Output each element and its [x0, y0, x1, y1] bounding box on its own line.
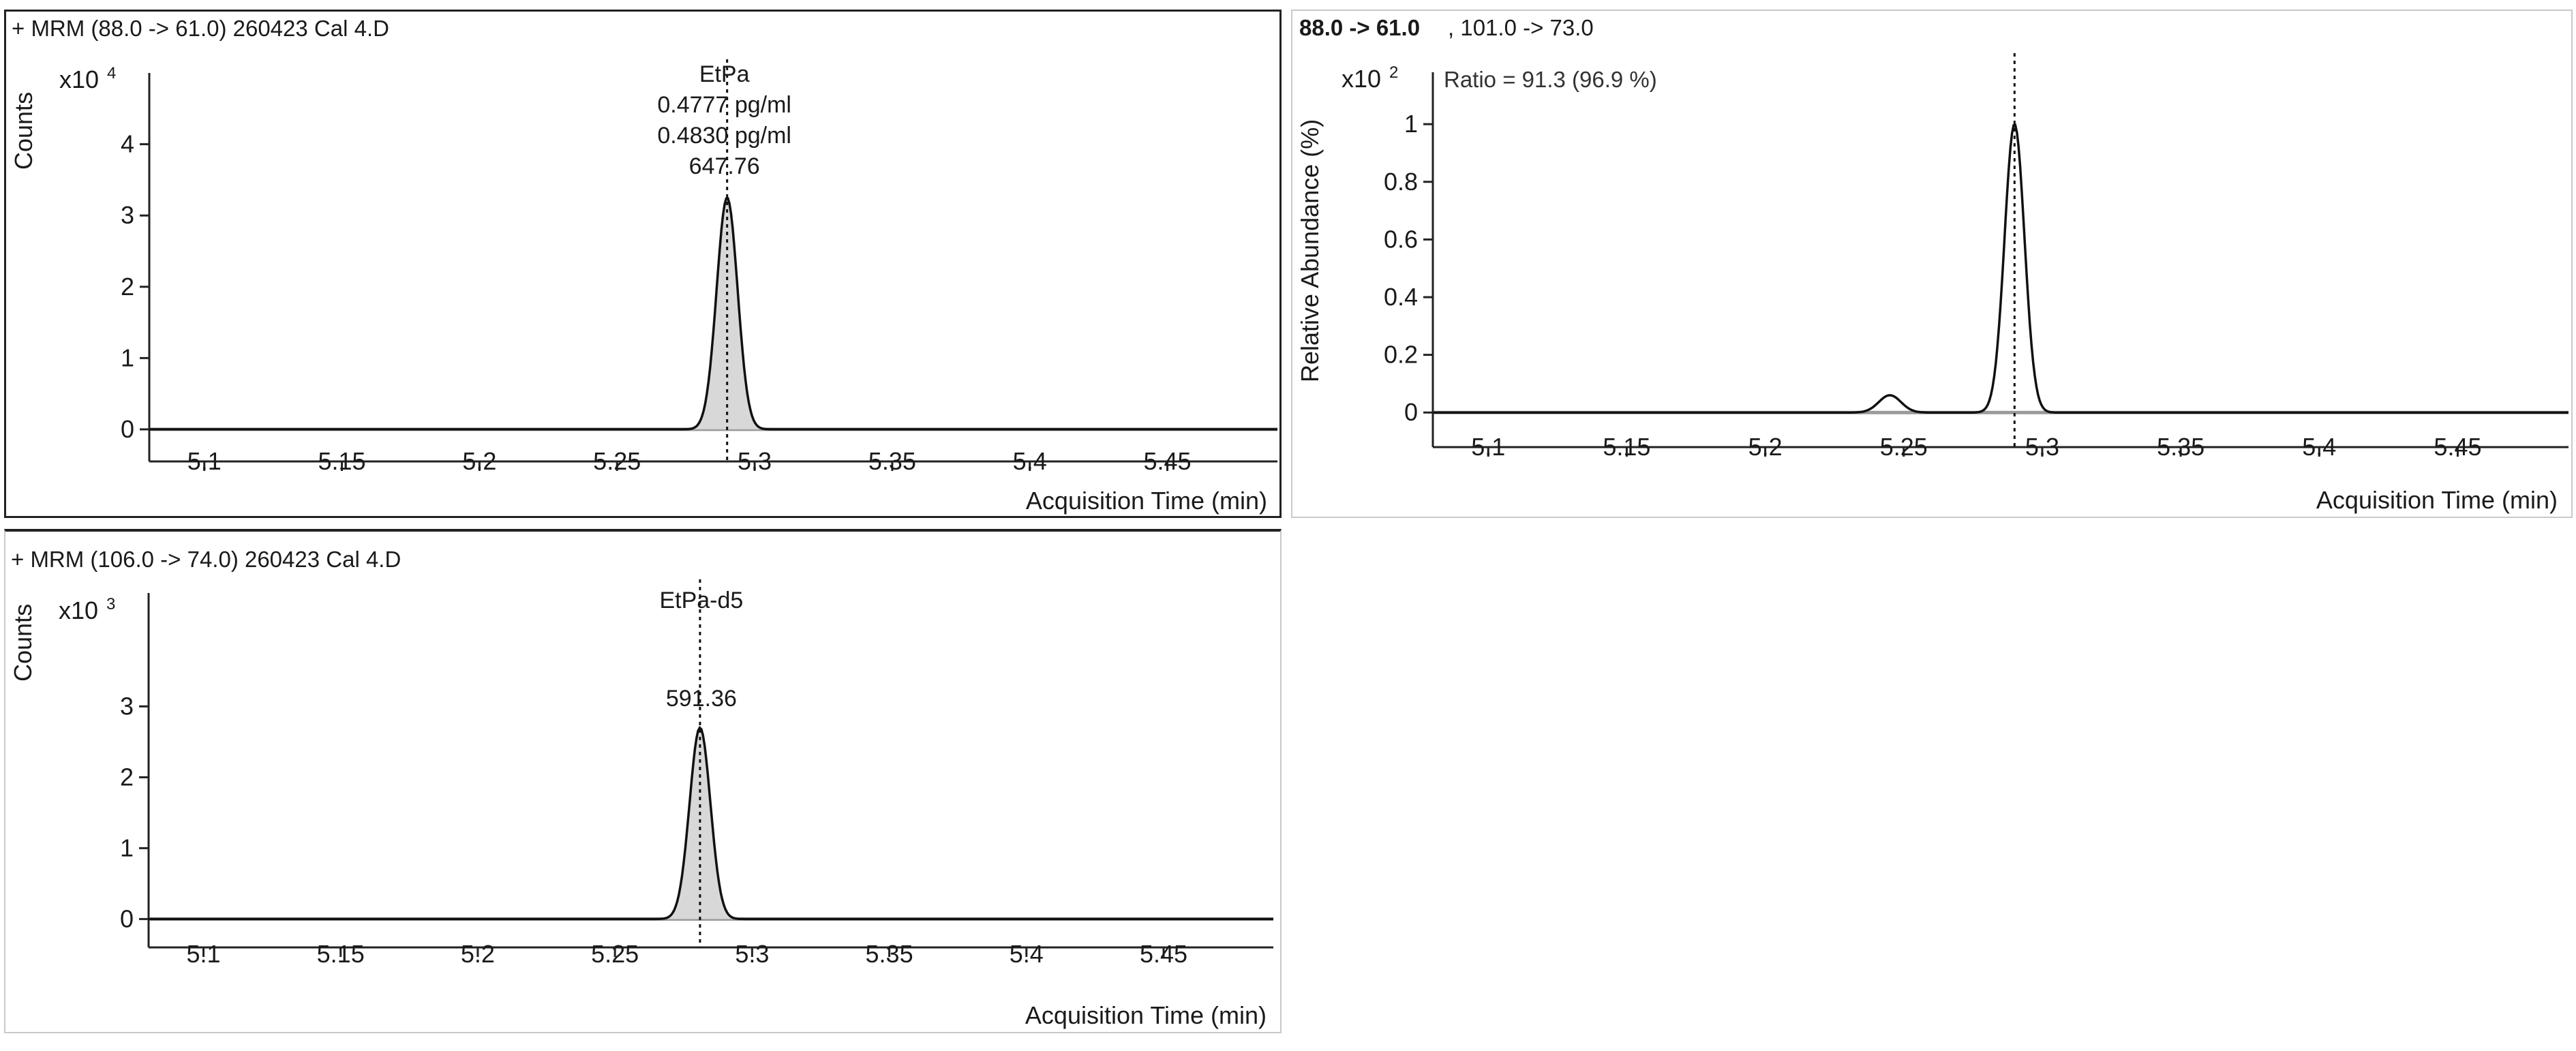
chart-subtitle: , 101.0 -> 73.0: [1448, 15, 1594, 40]
x-axis-label: Acquisition Time (min): [2316, 486, 2558, 514]
x-axis-label: Acquisition Time (min): [1025, 1001, 1267, 1029]
y-exponent-label: 3: [106, 595, 115, 613]
y-multiplier-label: x10: [59, 65, 99, 93]
chart-title: 88.0 -> 61.0: [1299, 15, 1420, 40]
peak-annotation: EtPa: [699, 61, 750, 87]
y-tick-label: 0: [1404, 398, 1418, 426]
chromatogram-panel-etpa-d5: + MRM (106.0 -> 74.0) 260423 Cal 4.D Cou…: [4, 529, 1282, 1033]
x-tick-label: 5.4: [2302, 433, 2336, 461]
y-tick-label: 1: [1404, 110, 1418, 138]
x-tick-label: 5.35: [868, 447, 916, 475]
x-tick-label: 5.15: [318, 447, 366, 475]
peak-annotation: 0.4830 pg/ml: [657, 123, 791, 149]
y-tick-label: 0.2: [1384, 341, 1418, 369]
x-tick-label: 5.3: [738, 447, 772, 475]
y-tick-label: 3: [120, 692, 134, 720]
series-line: [1433, 123, 2569, 414]
y-tick-label: 1: [121, 344, 134, 371]
chromatogram-panel-qualifier-ratio: 88.0 -> 61.0 , 101.0 -> 73.0 Relative Ab…: [1291, 10, 2573, 518]
y-axis-label: Counts: [9, 604, 37, 682]
y-multiplier-label: x10: [59, 596, 98, 624]
y-exponent-label: 2: [1389, 63, 1398, 82]
x-tick-label: 5.25: [591, 940, 639, 968]
y-exponent-label: 4: [107, 64, 116, 82]
plot-area: 0 1 2 3 5.1 5.15 5.2 5.25 5.3 5.35 5.4 5.45 Acquisit…: [120, 579, 1273, 1029]
series-line: [149, 196, 1277, 431]
y-axis-label: Counts: [10, 92, 37, 170]
x-tick-label: 5.25: [593, 447, 641, 475]
ratio-label: Ratio = 91.3 (96.9 %): [1444, 67, 1657, 92]
chart-etpa: + MRM (88.0 -> 61.0) 260423 Cal 4.D Coun…: [10, 16, 1277, 515]
y-tick-label: 3: [121, 201, 134, 229]
x-tick-label: 5.1: [186, 940, 220, 968]
chart-title: + MRM (106.0 -> 74.0) 260423 Cal 4.D: [11, 547, 401, 572]
x-tick-label: 5.3: [735, 940, 769, 968]
y-tick-label: 1: [120, 834, 134, 862]
peak-annotation: 647.76: [689, 153, 760, 179]
y-tick-label: 0: [121, 415, 134, 443]
y-tick-label: 0.8: [1384, 168, 1418, 196]
plot-area: 0 1 2 3 4 5.1 5.15 5.2 5.25 5.3 5.35 5.4 5.45 Acquisi…: [121, 59, 1277, 515]
peak-annotation: 591.36: [666, 686, 737, 712]
x-tick-label: 5.2: [1748, 433, 1783, 461]
series-line: [149, 725, 1273, 921]
chart-title: + MRM (88.0 -> 61.0) 260423 Cal 4.D: [12, 16, 389, 41]
y-tick-label: 2: [121, 273, 134, 301]
chart-etpa-d5: + MRM (106.0 -> 74.0) 260423 Cal 4.D Cou…: [9, 547, 1273, 1029]
x-tick-label: 5.1: [1471, 433, 1505, 461]
x-tick-label: 5.1: [187, 447, 222, 475]
x-tick-label: 5.35: [866, 940, 913, 968]
x-tick-label: 5.4: [1010, 940, 1044, 968]
chromatogram-panel-etpa: + MRM (88.0 -> 61.0) 260423 Cal 4.D Coun…: [4, 10, 1282, 518]
peak-annotation: EtPa-d5: [659, 588, 743, 613]
y-tick-label: 2: [120, 763, 134, 791]
y-tick-label: 0.4: [1384, 283, 1418, 311]
y-tick-label: 4: [121, 130, 134, 158]
x-tick-label: 5.25: [1880, 433, 1928, 461]
x-tick-label: 5.3: [2025, 433, 2059, 461]
x-tick-label: 5.45: [2434, 433, 2481, 461]
y-multiplier-label: x10: [1342, 65, 1381, 93]
x-tick-label: 5.2: [462, 447, 496, 475]
x-tick-label: 5.2: [461, 940, 495, 968]
x-axis-label: Acquisition Time (min): [1026, 487, 1267, 515]
integrated-peak-area: [667, 727, 733, 919]
y-axis-label: Relative Abundance (%): [1296, 119, 1324, 382]
x-tick-label: 5.35: [2157, 433, 2204, 461]
y-tick-label: 0.6: [1384, 225, 1418, 253]
y-tick-label: 0: [120, 904, 134, 932]
x-tick-label: 5.4: [1013, 447, 1047, 475]
plot-area: 0 0.2 0.4 0.6 0.8 1 5.1 5.15 5.2 5.25 5.3 5.35 5.4 5.…: [1384, 53, 2569, 514]
x-tick-label: 5.15: [317, 940, 365, 968]
x-tick-label: 5.45: [1140, 940, 1187, 968]
x-tick-label: 5.15: [1603, 433, 1650, 461]
x-tick-label: 5.45: [1143, 447, 1191, 475]
chart-qualifier-ratio: 88.0 -> 61.0 , 101.0 -> 73.0 Relative Ab…: [1296, 15, 2569, 514]
peak-annotation: 0.4777 pg/ml: [657, 92, 791, 118]
